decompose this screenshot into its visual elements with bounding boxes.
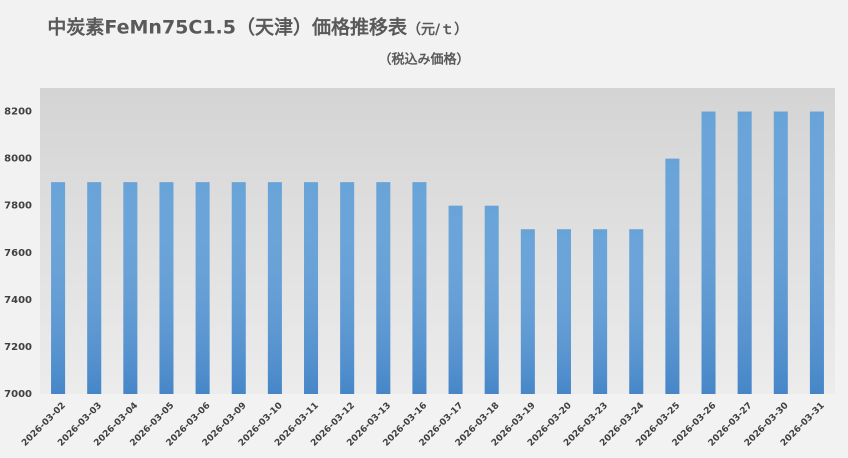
bar-shade: [267, 182, 282, 394]
chart-unit: （元/ｔ）: [407, 22, 468, 38]
y-tick-label: 8200: [4, 107, 32, 118]
y-tick-label: 7400: [4, 295, 32, 306]
y-tick-label: 8000: [4, 154, 32, 165]
bar-shade: [376, 182, 391, 394]
plot-area: [40, 88, 835, 394]
y-tick-label: 7600: [4, 248, 32, 259]
y-tick-label: 7000: [4, 389, 32, 400]
bar-shade: [701, 111, 716, 395]
bar-shade: [737, 111, 752, 395]
chart-subtitle: （税込み価格）: [378, 52, 469, 68]
bar-shade: [629, 229, 644, 394]
bar-shade: [195, 182, 210, 394]
bar-shade: [665, 158, 680, 394]
y-tick-label: 7200: [4, 342, 32, 353]
bar-shade: [304, 182, 319, 394]
bar-shade: [159, 182, 174, 394]
bar-shade: [593, 229, 608, 394]
bar-shade: [556, 229, 571, 394]
bar-shade: [231, 182, 246, 394]
bar-shade: [448, 205, 463, 394]
bar-shade: [340, 182, 355, 394]
bar-shade: [773, 111, 788, 395]
bar-shade: [520, 229, 535, 394]
bar-shade: [484, 205, 499, 394]
y-tick-label: 7800: [4, 201, 32, 212]
bar-shade: [412, 182, 427, 394]
chart-title: 中炭素FeMn75C1.5（天津）価格推移表: [47, 16, 408, 39]
bar-shade: [87, 182, 102, 394]
bar-shade: [51, 182, 66, 394]
bar-shade: [809, 111, 824, 395]
bar-shade: [123, 182, 138, 394]
